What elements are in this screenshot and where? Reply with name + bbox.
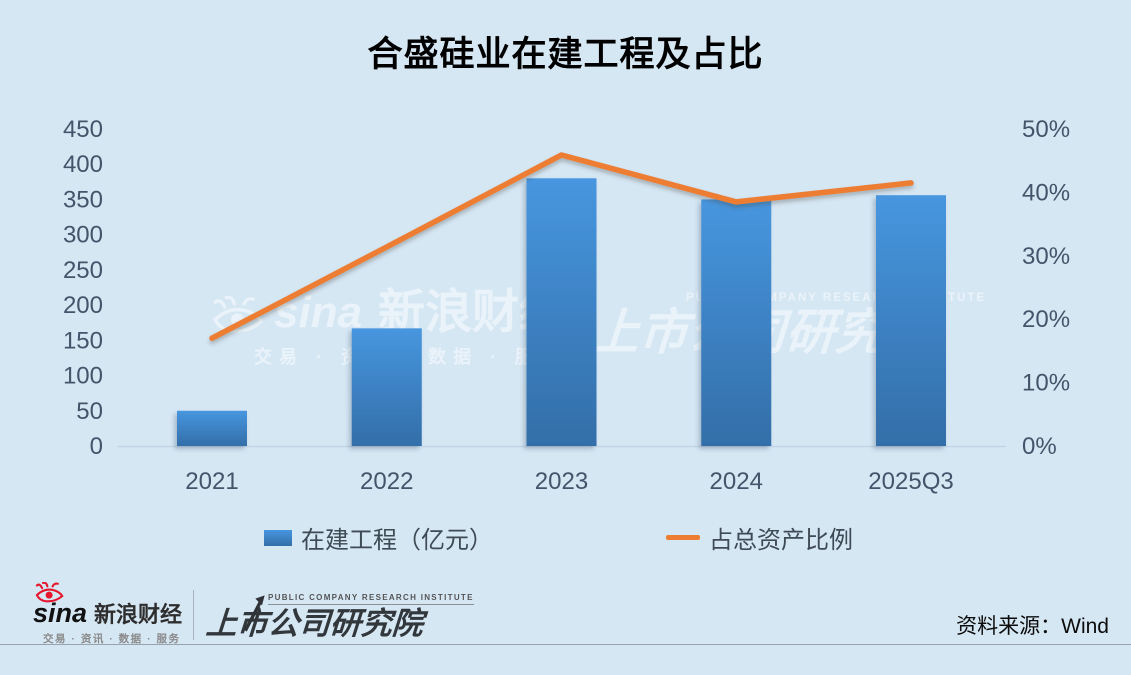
- right-axis-tick-50%: 50%: [1022, 116, 1070, 143]
- left-axis-tick-50: 50: [76, 398, 103, 425]
- right-axis-tick-0%: 0%: [1022, 433, 1057, 460]
- data-source-label: 资料来源：Wind: [956, 615, 1109, 638]
- x-axis-label-2021: 2021: [185, 468, 238, 495]
- bar-legend-swatch: [264, 529, 292, 546]
- trend-line: [209, 152, 914, 341]
- sina-logo-row: sina 新浪财经: [33, 600, 182, 627]
- right-axis-tick-10%: 10%: [1022, 370, 1070, 397]
- footer: sina 新浪财经 交易 · 资讯 · 数据 · 服务 PUBLIC COMPA…: [0, 582, 1131, 675]
- bar-2024: [701, 199, 772, 446]
- line-legend-label: 占总资产比例: [709, 527, 853, 554]
- chart-title: 合盛硅业在建工程及占比: [367, 35, 764, 74]
- sina-finance-label: 新浪财经: [94, 602, 183, 627]
- bar-2022: [351, 328, 422, 446]
- line-legend-swatch: [666, 535, 700, 540]
- left-axis-tick-400: 400: [63, 151, 103, 178]
- pcri-logo: PUBLIC COMPANY RESEARCH INSTITUTE 上市公司研究…: [204, 587, 474, 642]
- x-axis-label-2024: 2024: [710, 468, 763, 495]
- sina-eye-icon: [35, 582, 64, 603]
- left-axis-tick-150: 150: [63, 327, 103, 354]
- pcri-english-label: PUBLIC COMPANY RESEARCH INSTITUTE: [268, 593, 474, 605]
- bar-series: [177, 178, 946, 447]
- x-axis-label-2023: 2023: [535, 468, 588, 495]
- sina-finance-logo: sina 新浪财经 交易 · 资讯 · 数据 · 服务: [33, 582, 182, 646]
- left-axis-tick-350: 350: [63, 186, 103, 213]
- sina-tagline: 交易 · 资讯 · 数据 · 服务: [43, 633, 181, 645]
- left-axis-tick-450: 450: [63, 116, 103, 143]
- left-axis-tick-300: 300: [63, 222, 103, 249]
- left-axis-tick-100: 100: [63, 363, 103, 390]
- pcri-label: 上市公司研究院: [204, 606, 425, 641]
- right-axis-tick-40%: 40%: [1022, 179, 1070, 206]
- footer-logo-divider: [193, 590, 194, 640]
- legend-item-line: 占总资产比例: [666, 520, 853, 555]
- sina-wordmark: sina: [33, 598, 88, 628]
- bar-2023: [526, 178, 597, 447]
- left-axis-tick-200: 200: [63, 292, 103, 319]
- right-axis-tick-30%: 30%: [1022, 243, 1070, 270]
- legend-item-bar: 在建工程（亿元）: [264, 520, 493, 555]
- bar-2025Q3: [876, 195, 946, 446]
- pcri-name-wrap: 上市公司研究院: [204, 595, 474, 642]
- right-axis-tick-20%: 20%: [1022, 306, 1070, 333]
- arrow-up-icon: [243, 595, 265, 632]
- left-axis-tick-250: 250: [63, 257, 103, 284]
- bar-legend-label: 在建工程（亿元）: [301, 527, 493, 554]
- footer-separator-line: [0, 644, 1131, 645]
- bar-2021: [177, 410, 247, 446]
- x-axis-label-2025Q3: 2025Q3: [868, 468, 953, 495]
- left-axis-tick-0: 0: [90, 433, 103, 460]
- x-axis-label-2022: 2022: [360, 468, 413, 495]
